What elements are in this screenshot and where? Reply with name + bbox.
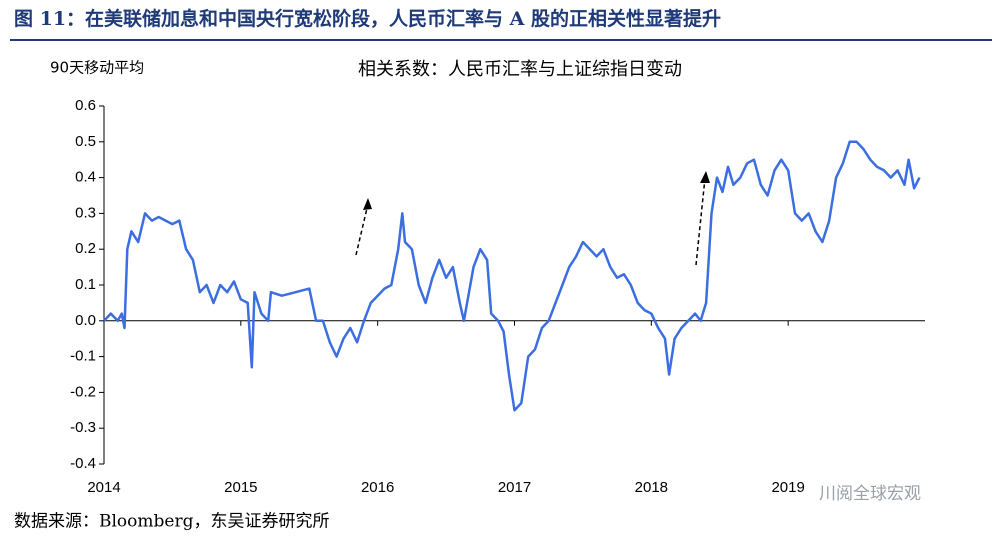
y-tick-label: -0.1 <box>70 348 96 365</box>
series-line <box>103 140 921 412</box>
y-tick-label: 0.2 <box>75 240 96 257</box>
y-tick-label: 0.0 <box>75 312 96 329</box>
chart-subtitle: 相关系数：人民币汇率与上证综指日变动 <box>358 59 682 80</box>
x-tick-label: 2018 <box>635 479 668 496</box>
y-tick-label: 0.3 <box>75 204 96 221</box>
chart-title: 图 11：在美联储加息和中国央行宽松阶段，人民币汇率与 A 股的正相关性显著提升 <box>14 7 721 30</box>
y-tick-label: -0.2 <box>70 383 96 400</box>
y-tick-label: -0.3 <box>70 419 96 436</box>
arrow <box>695 177 706 266</box>
arrow-head <box>700 171 710 183</box>
arrow <box>355 203 369 256</box>
x-tick-label: 2017 <box>498 479 531 496</box>
y-axis-label: 90天移动平均 <box>50 59 144 77</box>
x-tick-label: 2016 <box>361 479 394 496</box>
watermark: 川阅全球宏观 <box>819 484 921 504</box>
y-tick-label: 0.5 <box>75 133 96 150</box>
y-tick-label: -0.4 <box>70 455 96 472</box>
source: 数据来源：Bloomberg，东吴证券研究所 <box>14 512 329 532</box>
x-tick-label: 2019 <box>771 479 804 496</box>
y-tick-label: 0.1 <box>75 276 96 293</box>
y-tick-label: 0.4 <box>75 169 96 186</box>
x-tick-label: 2014 <box>87 479 120 496</box>
arrow-head <box>363 198 372 210</box>
y-tick-label: 0.6 <box>75 97 96 114</box>
x-tick-label: 2015 <box>224 479 257 496</box>
